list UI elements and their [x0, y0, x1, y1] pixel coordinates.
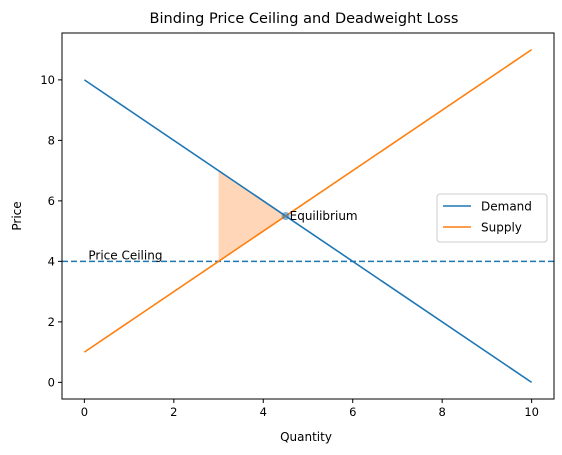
y-tick-label: 6 [48, 194, 55, 208]
y-tick-label: 10 [40, 73, 55, 87]
y-tick-label: 8 [48, 133, 55, 147]
x-tick-label: 10 [524, 405, 539, 419]
chart-title: Binding Price Ceiling and Deadweight Los… [150, 11, 459, 27]
legend-label-demand: Demand [481, 200, 532, 214]
price-ceiling-label: Price Ceiling [88, 248, 162, 262]
supply-line [83, 48, 533, 353]
y-tick-label: 4 [48, 254, 55, 268]
equilibrium-point [281, 212, 290, 220]
demand-line [83, 79, 533, 384]
y-tick-label: 2 [48, 315, 55, 329]
legend-label-supply: Supply [481, 221, 522, 235]
x-tick-label: 0 [81, 405, 88, 419]
x-tick-label: 4 [260, 405, 267, 419]
equilibrium-label: Equilibrium [290, 209, 358, 223]
x-axis-label: Quantity [280, 430, 332, 444]
y-axis-label: Price [10, 201, 24, 230]
deadweight-loss-area [218, 170, 286, 262]
x-tick-label: 8 [439, 405, 446, 419]
plot-frame [61, 32, 555, 400]
x-tick-label: 2 [170, 405, 177, 419]
y-tick-label: 0 [48, 375, 55, 389]
x-tick-label: 6 [349, 405, 356, 419]
legend: Demand Supply [436, 193, 548, 243]
